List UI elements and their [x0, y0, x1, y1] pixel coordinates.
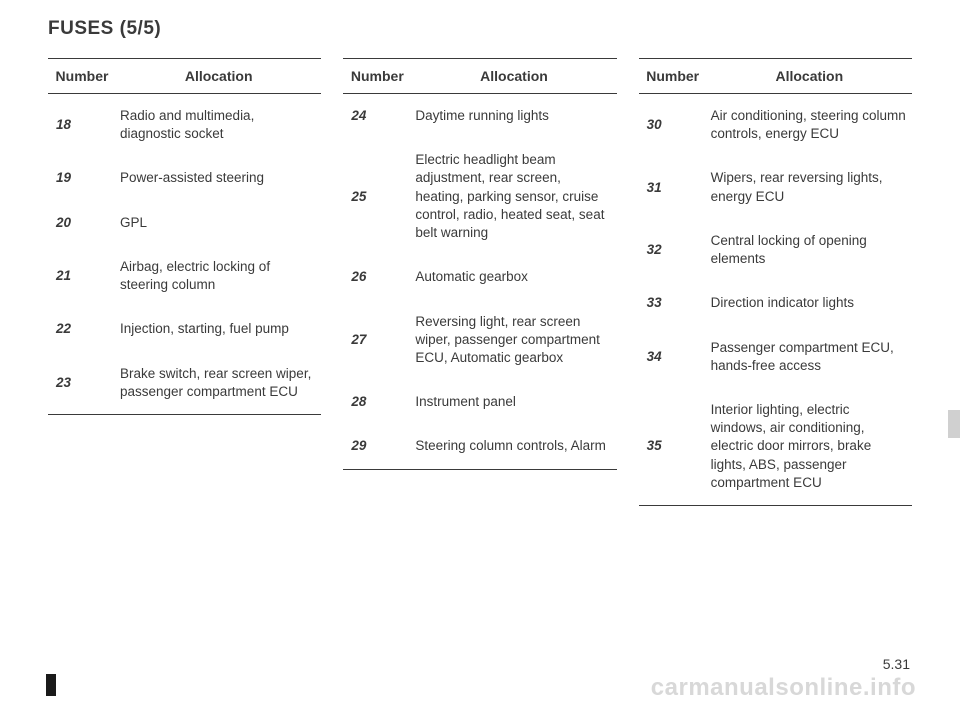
title-part: (5/5)	[120, 18, 162, 39]
watermark-text: carmanualsonline.info	[651, 674, 916, 702]
table-row: 20GPL	[48, 201, 321, 245]
table-row: 25Electric headlight beam adjustment, re…	[343, 138, 616, 255]
table-row: 23Brake switch, rear screen wiper, passe…	[48, 352, 321, 415]
fuse-allocation: Injection, starting, fuel pump	[116, 307, 321, 351]
col-header-allocation: Allocation	[411, 59, 616, 94]
fuse-number: 18	[48, 94, 116, 157]
table-row: 27Reversing light, rear screen wiper, pa…	[343, 300, 616, 381]
fuse-number: 22	[48, 307, 116, 351]
fuse-allocation: Interior lighting, electric windows, air…	[707, 388, 912, 506]
fuse-number: 35	[639, 388, 707, 506]
table-row: 24Daytime running lights	[343, 94, 616, 139]
table-row: 26Automatic gearbox	[343, 255, 616, 299]
page-number: 5.31	[883, 656, 910, 672]
table-row: 35Interior lighting, electric windows, a…	[639, 388, 912, 506]
fuse-table: Number Allocation 30Air conditioning, st…	[639, 58, 912, 506]
table-row: 22Injection, starting, fuel pump	[48, 307, 321, 351]
fuse-number: 24	[343, 94, 411, 139]
fuse-number: 23	[48, 352, 116, 415]
table-row: 33Direction indicator lights	[639, 281, 912, 325]
fuse-number: 29	[343, 424, 411, 469]
table-row: 34Passenger compartment ECU, hands-free …	[639, 326, 912, 388]
table-row: 19Power-assisted steering	[48, 156, 321, 200]
title-main: FUSES	[48, 18, 114, 39]
col-header-allocation: Allocation	[707, 59, 912, 94]
fuse-number: 20	[48, 201, 116, 245]
table-header-row: Number Allocation	[639, 59, 912, 94]
fuse-allocation: Brake switch, rear screen wiper, passeng…	[116, 352, 321, 415]
fuse-table: Number Allocation 18Radio and multimedia…	[48, 58, 321, 415]
fuse-number: 27	[343, 300, 411, 381]
fuse-allocation: Airbag, electric locking of steering col…	[116, 245, 321, 307]
fuse-column-1: Number Allocation 18Radio and multimedia…	[48, 58, 321, 506]
col-header-number: Number	[639, 59, 707, 94]
fuse-allocation: Power-assisted steering	[116, 156, 321, 200]
fuse-allocation: Direction indicator lights	[707, 281, 912, 325]
fuse-number: 34	[639, 326, 707, 388]
fuse-allocation: Central locking of opening elements	[707, 219, 912, 281]
fuse-number: 31	[639, 156, 707, 218]
fuse-number: 32	[639, 219, 707, 281]
col-header-allocation: Allocation	[116, 59, 321, 94]
table-header-row: Number Allocation	[343, 59, 616, 94]
table-row: 32Central locking of opening elements	[639, 219, 912, 281]
fuse-number: 26	[343, 255, 411, 299]
fuse-number: 28	[343, 380, 411, 424]
table-row: 29Steering column controls, Alarm	[343, 424, 616, 469]
fuse-allocation: Reversing light, rear screen wiper, pass…	[411, 300, 616, 381]
fuse-allocation: Steering column controls, Alarm	[411, 424, 616, 469]
fuse-number: 30	[639, 94, 707, 157]
fuse-allocation: Passenger compartment ECU, hands-free ac…	[707, 326, 912, 388]
fuse-number: 25	[343, 138, 411, 255]
fuse-table: Number Allocation 24Daytime running ligh…	[343, 58, 616, 470]
table-row: 30Air conditioning, steering column cont…	[639, 94, 912, 157]
fuse-allocation: GPL	[116, 201, 321, 245]
fuse-allocation: Automatic gearbox	[411, 255, 616, 299]
fuse-number: 21	[48, 245, 116, 307]
table-header-row: Number Allocation	[48, 59, 321, 94]
table-row: 21Airbag, electric locking of steering c…	[48, 245, 321, 307]
fuse-allocation: Electric headlight beam adjustment, rear…	[411, 138, 616, 255]
fuse-allocation: Wipers, rear reversing lights, energy EC…	[707, 156, 912, 218]
fuse-allocation: Air conditioning, steering column contro…	[707, 94, 912, 157]
table-row: 18Radio and multimedia, diagnostic socke…	[48, 94, 321, 157]
fuse-allocation: Radio and multimedia, diagnostic socket	[116, 94, 321, 157]
fuse-number: 33	[639, 281, 707, 325]
fuse-allocation: Instrument panel	[411, 380, 616, 424]
page-title: FUSES (5/5)	[48, 18, 912, 40]
col-header-number: Number	[343, 59, 411, 94]
fuse-columns: Number Allocation 18Radio and multimedia…	[48, 58, 912, 506]
page-corner-marker	[46, 674, 56, 696]
table-row: 28Instrument panel	[343, 380, 616, 424]
fuse-number: 19	[48, 156, 116, 200]
fuse-column-2: Number Allocation 24Daytime running ligh…	[343, 58, 616, 506]
table-row: 31Wipers, rear reversing lights, energy …	[639, 156, 912, 218]
fuse-allocation: Daytime running lights	[411, 94, 616, 139]
fuse-column-3: Number Allocation 30Air conditioning, st…	[639, 58, 912, 506]
page-tab-marker	[948, 410, 960, 438]
col-header-number: Number	[48, 59, 116, 94]
